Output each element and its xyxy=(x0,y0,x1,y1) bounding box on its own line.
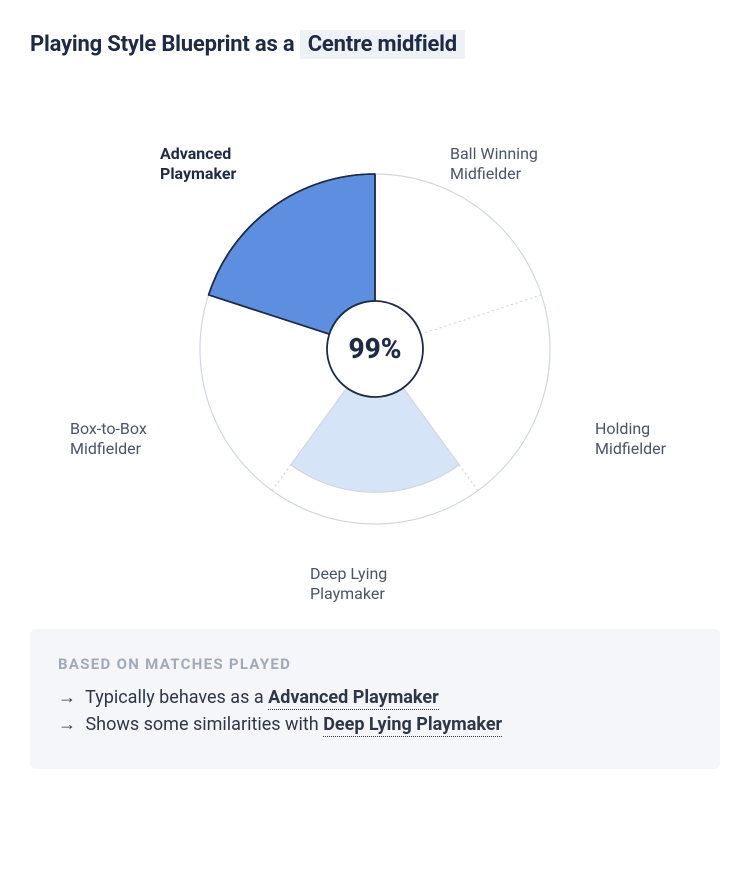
polar-chart-svg: 99% xyxy=(30,69,720,629)
page-title: Playing Style Blueprint as a Centre midf… xyxy=(30,30,720,59)
summary-line-2: → Shows some similarities with Deep Lyin… xyxy=(58,714,692,735)
summary-heading: BASED ON MATCHES PLAYED xyxy=(58,655,692,673)
segment-label-deep_lying: Deep LyingPlaymaker xyxy=(310,564,387,604)
summary-line-1-role: Advanced Playmaker xyxy=(268,687,439,710)
summary-line-1-prefix: Typically behaves as a xyxy=(85,687,264,708)
title-prefix: Playing Style Blueprint as a xyxy=(30,32,294,57)
segment-label-holding: HoldingMidfielder xyxy=(595,419,666,459)
segment-label-ball_winning: Ball WinningMidfielder xyxy=(450,144,538,184)
center-percent: 99% xyxy=(348,332,401,365)
arrow-icon: → xyxy=(58,687,75,708)
summary-box: BASED ON MATCHES PLAYED → Typically beha… xyxy=(30,629,720,769)
summary-line-2-prefix: Shows some similarities with xyxy=(85,714,318,735)
segment-label-box_to_box: Box-to-BoxMidfielder xyxy=(70,419,147,459)
title-highlight: Centre midfield xyxy=(300,30,465,59)
arrow-icon: → xyxy=(58,714,75,735)
segment-deep_lying xyxy=(291,388,459,492)
summary-line-2-role: Deep Lying Playmaker xyxy=(323,714,502,737)
summary-line-1: → Typically behaves as a Advanced Playma… xyxy=(58,687,692,708)
style-blueprint-chart: 99% Ball WinningMidfielder HoldingMidfiel… xyxy=(30,69,720,629)
segment-label-advanced_playmaker: AdvancedPlaymaker xyxy=(160,144,236,184)
